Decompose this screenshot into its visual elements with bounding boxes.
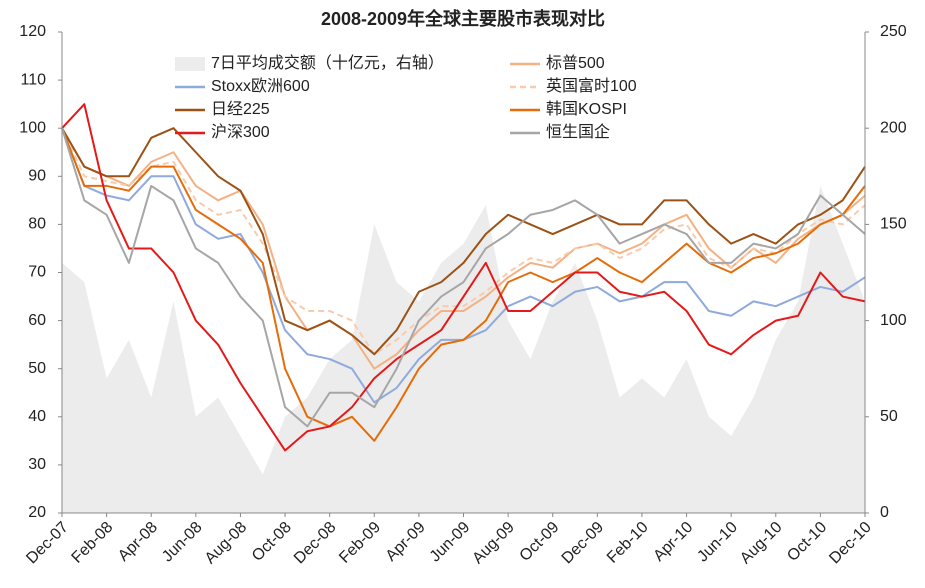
x-tick-label: Dec-08 (291, 519, 340, 568)
x-tick-label: Aug-08 (202, 519, 251, 568)
x-tick-label: Dec-07 (23, 519, 72, 568)
x-tick-label: Jun-09 (427, 519, 474, 566)
series-line (61, 127, 866, 428)
y-tick-label: 120 (19, 23, 46, 40)
legend-label: 韩国KOSPI (546, 100, 627, 118)
y-tick-label: 30 (28, 456, 46, 473)
x-tick-label: Oct-08 (249, 519, 295, 565)
y-tick-label: 50 (28, 360, 46, 377)
x-tick-label: Jun-08 (159, 519, 206, 566)
y2-tick-label: 200 (880, 119, 907, 136)
x-tick-label: Aug-10 (737, 519, 786, 568)
volume-area (62, 185, 865, 514)
y-tick-label: 20 (28, 504, 46, 521)
y-tick-label: 90 (28, 168, 46, 185)
legend-label: 英国富时100 (546, 77, 637, 95)
y-tick-label: 80 (28, 216, 46, 233)
x-tick-label: Dec-09 (559, 519, 608, 568)
x-tick-label: Oct-10 (784, 519, 830, 565)
x-tick-label: Feb-08 (69, 519, 117, 567)
x-tick-label: Apr-09 (383, 519, 429, 565)
chart-title: 2008-2009年全球主要股市表现对比 (321, 8, 605, 29)
legend-label: 标普500 (546, 54, 605, 72)
legend-label: 日经225 (211, 100, 270, 118)
y-tick-label: 40 (28, 408, 46, 425)
y-tick-label: 100 (19, 119, 46, 136)
x-tick-label: Apr-10 (650, 519, 696, 565)
series-line (61, 127, 866, 442)
x-tick-label: Aug-09 (469, 519, 518, 568)
legend-swatch (175, 57, 205, 71)
legend-label: 沪深300 (211, 123, 270, 141)
x-tick-label: Oct-09 (517, 519, 563, 565)
legend-label: 7日平均成交额（十亿元，右轴） (211, 54, 444, 72)
y-tick-label: 110 (20, 71, 46, 88)
x-tick-label: Jun-10 (694, 519, 741, 566)
x-tick-label: Dec-10 (826, 519, 875, 568)
x-tick-label: Feb-10 (604, 519, 652, 567)
series-line (61, 127, 866, 356)
x-tick-label: Apr-08 (115, 519, 161, 565)
y2-tick-label: 150 (880, 216, 907, 233)
y2-tick-label: 100 (880, 312, 907, 329)
series-line (61, 127, 866, 356)
legend-label: Stoxx欧洲600 (211, 77, 310, 95)
series-line (61, 103, 866, 452)
legend-label: 恒生国企 (546, 123, 610, 141)
x-tick-label: Feb-09 (336, 519, 384, 567)
y-tick-label: 60 (28, 312, 46, 329)
y2-tick-label: 250 (880, 23, 907, 40)
y2-tick-label: 50 (880, 408, 898, 425)
y2-tick-label: 0 (880, 504, 889, 521)
y-tick-label: 70 (28, 264, 46, 281)
